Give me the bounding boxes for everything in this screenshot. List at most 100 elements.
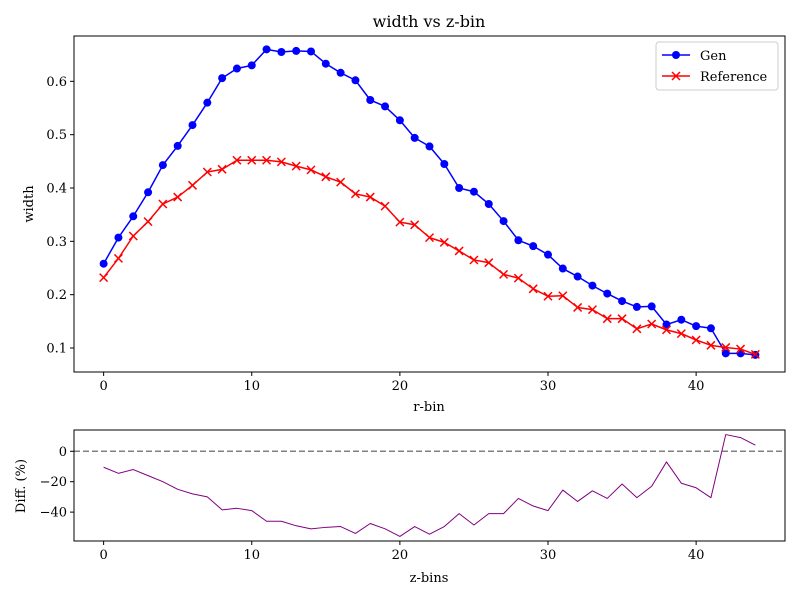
gen-data-point [692, 322, 701, 331]
bottom-plot-frame [73, 429, 786, 542]
x-tick-label: 40 [688, 379, 705, 394]
reference-data-point [617, 314, 627, 324]
legend-gen-marker [672, 51, 680, 59]
x-tick-label: 0 [99, 548, 107, 563]
top-series-layer [99, 45, 760, 359]
reference-data-point [350, 189, 360, 199]
gen-data-point [173, 141, 182, 150]
x-tick-label: 20 [392, 379, 409, 394]
reference-data-point [143, 217, 153, 227]
y-tick-label: 0.3 [46, 235, 67, 250]
reference-data-point [173, 192, 183, 202]
gen-data-point [188, 121, 197, 130]
bottom-x-axis-label: z-bins [410, 571, 449, 586]
reference-data-point [750, 349, 760, 359]
gen-data-point [573, 272, 582, 281]
reference-data-point [587, 305, 597, 315]
reference-data-point [439, 237, 449, 247]
reference-data-point [499, 269, 509, 279]
gen-data-point [395, 116, 404, 125]
legend: Gen Reference [655, 41, 779, 91]
reference-data-point [276, 157, 286, 167]
reference-data-point [99, 273, 109, 283]
gen-data-point [321, 59, 330, 68]
gen-data-point [425, 142, 434, 151]
reference-data-point [484, 258, 494, 268]
gen-data-point [455, 184, 464, 192]
gen-data-point [499, 217, 508, 226]
reference-data-point [395, 217, 405, 227]
y-tick-label: −40 [40, 506, 67, 521]
gen-data-point [632, 302, 641, 311]
reference-data-point [365, 192, 375, 202]
top-y-axis-ticks: 0.1 0.2 0.3 0.4 0.5 0.6 [46, 75, 74, 357]
x-tick-label: 20 [392, 548, 409, 563]
x-tick-label: 30 [540, 379, 557, 394]
gen-data-point [203, 98, 212, 107]
gen-data-point [618, 297, 627, 306]
reference-data-point [336, 177, 346, 187]
x-tick-label: 10 [243, 379, 260, 394]
bottom-y-axis-label: Diff. (%) [14, 459, 29, 513]
gen-data-point [144, 188, 153, 197]
top-plot-frame [73, 35, 786, 373]
gen-data-point [706, 324, 715, 333]
reference-data-point [262, 155, 272, 165]
y-tick-label: −20 [40, 475, 67, 490]
legend-gen-label: Gen [700, 49, 727, 64]
reference-data-point [247, 155, 257, 165]
reference-data-point [691, 335, 701, 345]
gen-data-point [469, 187, 478, 196]
width-plot: width vs z-bin 0 10 20 30 40 0.1 0.2 0.3 0.4 0.5… [22, 12, 786, 415]
y-tick-label: 0 [59, 445, 67, 460]
legend-reference-label: Reference [700, 70, 768, 85]
gen-data-point [662, 320, 671, 329]
gen-data-point [158, 161, 167, 170]
diff-plot: 0 10 20 30 40 −40 −20 0 z-bins Diff. (%) [14, 429, 786, 586]
reference-data-point [380, 201, 390, 211]
gen-data-point [218, 74, 227, 83]
reference-data-point [217, 164, 227, 174]
gen-data-point [277, 48, 286, 56]
reference-data-point [410, 220, 420, 230]
gen-data-point [677, 315, 686, 324]
x-tick-label: 40 [688, 548, 705, 563]
reference-data-point [158, 199, 168, 209]
reference-data-point [232, 155, 242, 165]
gen-data-point [588, 281, 597, 290]
gen-data-point [336, 68, 345, 77]
reference-data-point [291, 161, 301, 171]
reference-data-point [632, 324, 642, 334]
gen-data-point [351, 76, 360, 85]
legend-reference-marker [671, 71, 681, 81]
reference-data-point [543, 291, 553, 301]
reference-data-point [424, 233, 435, 243]
gen-data-point [262, 45, 271, 54]
x-tick-label: 10 [243, 548, 260, 563]
chart-title: width vs z-bin [373, 12, 486, 31]
reference-data-point [573, 302, 583, 312]
top-y-axis-label: width [22, 185, 37, 223]
gen-data-point [232, 64, 241, 73]
gen-data-point [292, 46, 301, 55]
gen-data-point [99, 259, 108, 268]
gen-data-point [721, 349, 730, 358]
reference-data-point [513, 273, 523, 283]
gen-data-point [381, 102, 390, 111]
reference-data-point [321, 172, 331, 182]
legend-frame [655, 41, 779, 91]
bottom-y-axis-ticks: −40 −20 0 [40, 445, 74, 521]
reference-data-point [128, 231, 138, 241]
reference-data-point [721, 342, 731, 352]
reference-data-point [661, 325, 672, 335]
y-tick-label: 0.5 [46, 128, 67, 143]
reference-data-point [202, 167, 212, 177]
reference-data-point [187, 180, 198, 190]
reference-data-point [558, 291, 568, 301]
gen-data-point [544, 250, 552, 259]
top-x-axis-label: r-bin [413, 400, 445, 415]
diff-series-line [103, 434, 756, 537]
gen-data-point [603, 289, 612, 298]
reference-data-point [113, 253, 123, 263]
gen-data-point [247, 61, 256, 70]
